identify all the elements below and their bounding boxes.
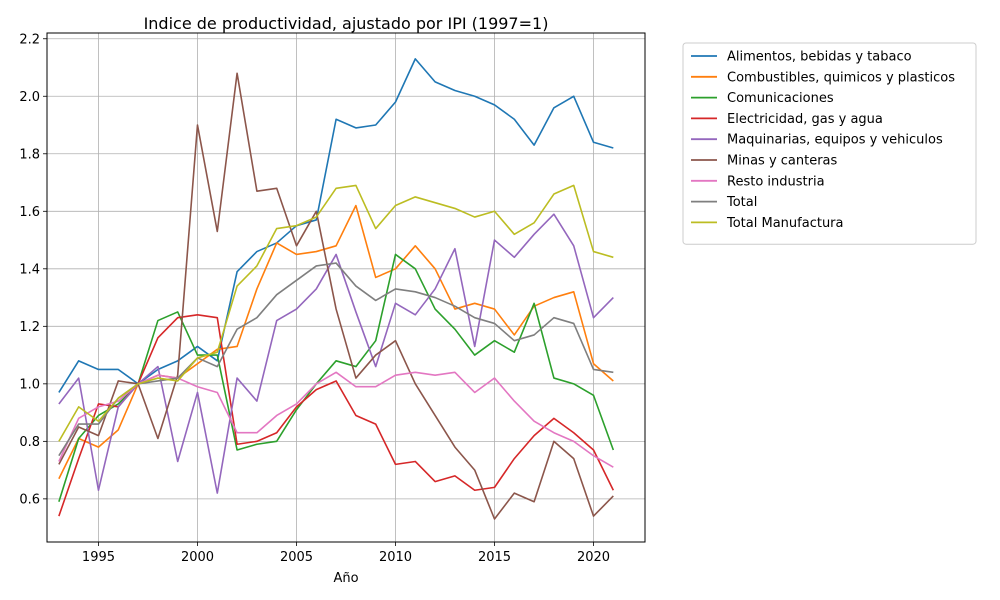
y-tick-label: 1.4 [19, 262, 40, 277]
legend-label: Maquinarias, equipos y vehiculos [727, 133, 943, 148]
series-line-4 [58, 213, 614, 494]
series-line-7 [58, 262, 614, 457]
plot-frame [46, 32, 646, 543]
legend-label: Total Manufactura [726, 216, 844, 231]
y-tick-label: 2.2 [19, 32, 40, 47]
legend-label: Resto industria [727, 174, 825, 189]
series-line-1 [58, 204, 614, 480]
x-tick-label: 2005 [280, 550, 313, 565]
x-tick-label: 2000 [181, 550, 214, 565]
legend: Alimentos, bebidas y tabaco Combustibles,… [682, 42, 977, 245]
legend-label: Combustibles, quimicos y plasticos [727, 70, 955, 85]
legend-label: Total [726, 195, 757, 210]
grid [47, 33, 645, 542]
legend-label: Comunicaciones [727, 91, 834, 106]
y-tick-label: 1.6 [19, 205, 40, 220]
x-tick-label: 2010 [379, 550, 412, 565]
x-tick-label: 1995 [82, 550, 115, 565]
y-axis: 0.6 0.8 1.0 1.2 1.4 1.6 1.8 2.0 2.2 [19, 32, 47, 507]
legend-label: Alimentos, bebidas y tabaco [727, 50, 912, 65]
series-line-5 [58, 72, 614, 520]
x-axis: 1995 2000 2005 2010 2015 2020 [82, 542, 610, 565]
x-tick-label: 2020 [577, 550, 610, 565]
chart-title: Indice de productividad, ajustado por IP… [144, 14, 549, 33]
series-line-3 [58, 314, 615, 517]
legend-label: Electricidad, gas y agua [727, 112, 883, 127]
series-line-2 [58, 253, 615, 502]
series-line-0 [58, 58, 614, 393]
series-lines [58, 58, 615, 520]
y-tick-label: 0.8 [19, 435, 40, 450]
series-line-6 [58, 371, 614, 468]
y-tick-label: 1.2 [19, 320, 40, 335]
y-tick-label: 1.8 [19, 147, 40, 162]
y-tick-label: 2.0 [19, 90, 40, 105]
x-axis-label: Año [333, 571, 358, 586]
y-tick-label: 0.6 [19, 492, 40, 507]
x-tick-label: 2015 [478, 550, 511, 565]
legend-label: Minas y canteras [727, 154, 838, 169]
legend-box [682, 42, 977, 245]
y-tick-label: 1.0 [19, 377, 40, 392]
series-line-8 [58, 184, 614, 442]
